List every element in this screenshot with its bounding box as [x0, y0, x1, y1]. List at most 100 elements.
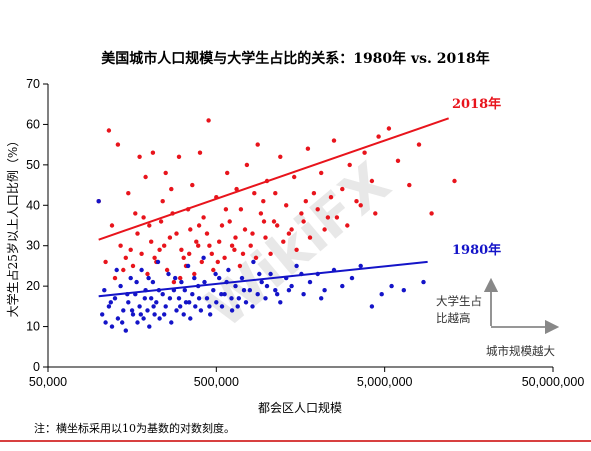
data-point-2018	[103, 259, 108, 265]
y-axis-label: 大学生占25岁以上人口比例（%）	[5, 135, 20, 318]
data-point-1980	[235, 304, 240, 309]
data-point-1980	[141, 316, 146, 321]
data-point-1980	[137, 304, 142, 309]
data-point-2018	[237, 263, 243, 269]
data-point-2018	[141, 215, 146, 220]
data-point-2018	[150, 150, 156, 155]
data-point-2018	[167, 235, 173, 240]
data-point-2018	[112, 275, 118, 281]
data-point-2018	[407, 182, 412, 188]
footnote: 注：横坐标采用以10为基数的对数刻度。	[34, 421, 235, 435]
trend-lines	[98, 117, 449, 298]
data-point-2018	[294, 247, 299, 252]
data-point-2018	[358, 203, 363, 208]
data-point-2018	[250, 231, 255, 236]
trend-line-2018	[98, 117, 449, 241]
trend-line-1980	[98, 260, 428, 298]
data-point-2018	[395, 158, 401, 163]
data-point-2018	[238, 207, 244, 212]
data-point-1980	[289, 283, 294, 289]
data-point-1980	[319, 296, 324, 301]
data-point-1980	[179, 279, 184, 285]
series-label-1980: 1980年	[452, 242, 501, 258]
data-point-1980	[236, 296, 241, 301]
data-point-2018	[133, 211, 138, 216]
data-point-2018	[258, 211, 264, 216]
data-point-2018	[289, 227, 294, 232]
data-point-1980	[163, 304, 168, 309]
data-point-2018	[334, 215, 340, 220]
data-point-1980	[263, 296, 268, 301]
data-point-2018	[201, 215, 206, 220]
data-point-2018	[207, 243, 212, 248]
data-point-2018	[152, 255, 157, 260]
data-point-1980	[157, 316, 162, 321]
data-point-1980	[138, 312, 143, 317]
data-point-1980	[185, 263, 191, 269]
data-point-1980	[214, 300, 219, 305]
data-point-1980	[233, 283, 238, 289]
data-point-2018	[331, 138, 337, 143]
data-point-1980	[259, 279, 264, 285]
series-2018-points	[96, 118, 457, 285]
data-point-2018	[145, 271, 150, 277]
data-point-1980	[208, 312, 213, 317]
data-point-2018	[217, 239, 222, 244]
data-point-2018	[128, 247, 133, 252]
data-point-2018	[376, 134, 381, 139]
data-point-2018	[255, 142, 260, 147]
data-point-1980	[115, 316, 121, 321]
y-tick-label: 30	[26, 239, 40, 253]
data-point-1980	[150, 279, 156, 285]
data-point-2018	[227, 219, 232, 224]
data-point-1980	[196, 296, 202, 301]
data-point-2018	[137, 154, 142, 159]
data-point-1980	[294, 263, 299, 269]
data-point-1980	[130, 312, 136, 317]
data-point-1980	[369, 304, 375, 309]
data-point-1980	[268, 271, 273, 277]
data-point-2018	[369, 178, 375, 184]
data-point-2018	[121, 267, 126, 273]
data-point-2018	[199, 259, 204, 265]
data-point-2018	[263, 235, 268, 240]
data-point-2018	[416, 142, 422, 147]
chart-title: 美国城市人口规模与大学生占比的关系：1980年 vs. 2018年	[101, 50, 490, 67]
data-point-2018	[347, 162, 352, 168]
data-point-2018	[252, 191, 257, 196]
data-point-1980	[286, 288, 292, 293]
data-point-1980	[213, 271, 218, 277]
data-point-2018	[311, 191, 317, 196]
data-point-2018	[233, 235, 238, 240]
data-point-2018	[244, 162, 250, 168]
data-point-1980	[340, 283, 345, 289]
data-point-1980	[169, 320, 174, 325]
data-point-1980	[217, 275, 222, 281]
data-point-2018	[273, 191, 278, 196]
data-point-1980	[188, 316, 193, 321]
data-point-2018	[292, 174, 297, 180]
data-point-2018	[345, 223, 350, 228]
data-point-2018	[106, 128, 112, 133]
data-point-2018	[281, 239, 286, 244]
data-point-1980	[278, 300, 283, 305]
data-point-1980	[121, 308, 126, 313]
data-point-2018	[130, 263, 136, 269]
data-point-1980	[120, 320, 125, 325]
data-point-2018	[206, 118, 211, 123]
hint-text-line2: 比越高	[436, 311, 471, 325]
data-point-1980	[349, 275, 355, 281]
data-point-2018	[222, 255, 227, 260]
data-point-1980	[241, 288, 247, 293]
data-point-1980	[112, 296, 118, 301]
data-point-1980	[100, 312, 105, 317]
y-tick-label: 60	[26, 117, 40, 131]
data-point-2018	[240, 251, 246, 256]
data-point-1980	[379, 292, 384, 297]
data-point-1980	[160, 292, 165, 297]
data-point-1980	[123, 328, 128, 333]
data-point-2018	[158, 219, 164, 224]
data-point-1980	[134, 279, 139, 285]
data-point-2018	[163, 170, 168, 176]
